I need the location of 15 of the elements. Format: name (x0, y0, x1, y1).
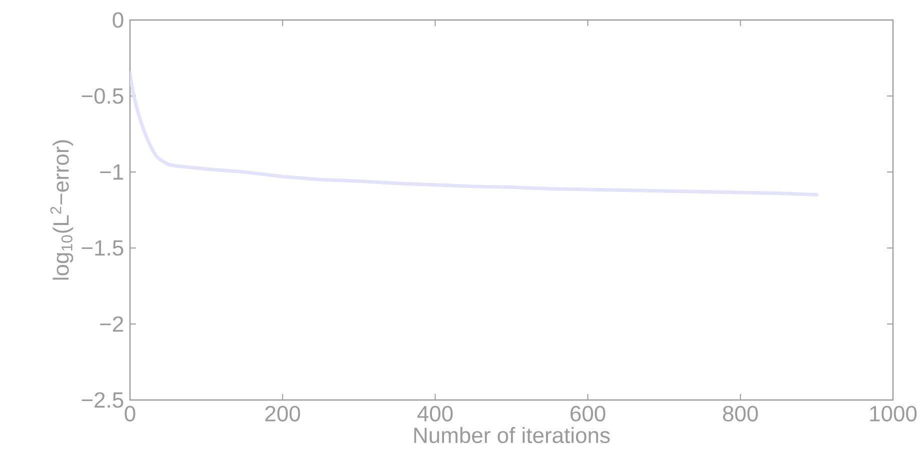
x-tick-label: 800 (723, 406, 758, 422)
y-tick-label: −2 (100, 316, 124, 332)
y-axis-title: log$_{10}$(L$^{2}$−error) (50, 140, 74, 280)
x-tick-label: 0 (124, 406, 136, 422)
x-tick-label: 1000 (870, 406, 917, 422)
y-tick-label: −1.5 (82, 240, 124, 256)
x-tick-label: 200 (265, 406, 300, 422)
y-tick-label: −1 (100, 164, 124, 180)
y-tick-label: −2.5 (82, 392, 124, 408)
y-tick-label: −0.5 (82, 88, 124, 104)
y-tick-label: 0 (112, 12, 124, 28)
x-axis-title: Number of iterations (414, 426, 610, 444)
line-series (130, 71, 818, 197)
x-tick-label: 400 (417, 406, 453, 422)
x-tick-label: 600 (570, 406, 606, 422)
